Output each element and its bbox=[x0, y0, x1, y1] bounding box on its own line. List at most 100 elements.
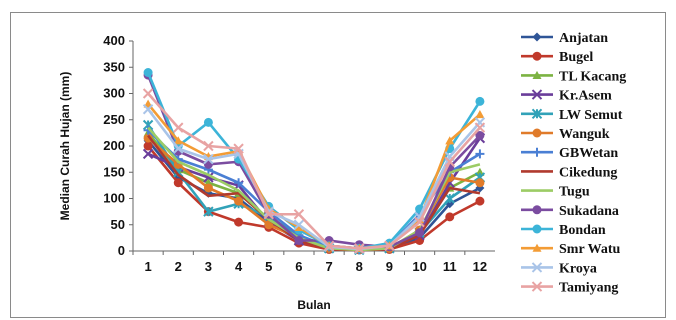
data-point bbox=[173, 122, 184, 133]
series-cikedung bbox=[147, 134, 481, 252]
legend-marker bbox=[532, 51, 542, 61]
legend-marker bbox=[531, 108, 543, 120]
legend-entry: Tamiyang bbox=[521, 281, 618, 296]
legend-label: Anjatan bbox=[559, 31, 608, 46]
data-point bbox=[143, 68, 153, 77]
legend-label: Bugel bbox=[559, 50, 593, 65]
legend-marker bbox=[532, 243, 542, 252]
data-point bbox=[414, 216, 425, 228]
data-point bbox=[293, 209, 305, 220]
legend-marker bbox=[531, 281, 543, 292]
x-tick-label: 4 bbox=[235, 259, 243, 274]
y-tick-label: 0 bbox=[118, 243, 125, 258]
data-point bbox=[475, 131, 485, 140]
legend-entry: Smr Watu bbox=[521, 242, 621, 257]
x-tick-label: 12 bbox=[473, 259, 487, 274]
legend-marker bbox=[531, 89, 543, 100]
data-point bbox=[384, 240, 395, 251]
legend-label: TL Kacang bbox=[559, 69, 626, 84]
legend-entry: GBWetan bbox=[521, 146, 618, 161]
data-point bbox=[143, 141, 153, 151]
chart-frame: 0 50 100 150 200 250 300 350 400 1 2 3 4 5 6 7 8 9 10 11 12 B… bbox=[10, 12, 666, 318]
y-tick-label: 150 bbox=[103, 164, 125, 179]
legend-entry: Bugel bbox=[521, 50, 593, 65]
x-tick-label: 7 bbox=[325, 259, 332, 274]
legend-marker bbox=[532, 205, 542, 215]
y-tick-label: 350 bbox=[103, 59, 125, 74]
data-point bbox=[475, 178, 485, 188]
data-point bbox=[293, 219, 305, 230]
y-tick-label: 300 bbox=[103, 86, 125, 101]
y-axis-title: Median Curah Hujan (mm) bbox=[58, 72, 72, 221]
series-tamiyang bbox=[142, 88, 486, 254]
data-point bbox=[475, 110, 485, 119]
data-point bbox=[173, 136, 183, 145]
data-point bbox=[203, 183, 213, 193]
x-tick-label: 3 bbox=[205, 259, 212, 274]
data-point bbox=[234, 217, 244, 227]
x-tick-label: 10 bbox=[412, 259, 426, 274]
legend-entry: Kroya bbox=[521, 261, 597, 276]
data-point bbox=[142, 88, 154, 99]
data-point bbox=[233, 143, 244, 154]
data-point bbox=[234, 178, 244, 188]
data-point bbox=[203, 117, 213, 127]
series-line bbox=[147, 108, 481, 251]
data-point bbox=[354, 243, 365, 254]
data-point bbox=[445, 136, 455, 145]
data-point bbox=[173, 143, 184, 154]
x-axis-title: Bulan bbox=[297, 298, 330, 312]
legend-label: Tugu bbox=[559, 185, 590, 200]
legend-label: Kroya bbox=[559, 261, 597, 276]
legend-entry: Anjatan bbox=[521, 31, 608, 46]
x-tick-label: 5 bbox=[265, 259, 272, 274]
legend-marker bbox=[532, 128, 542, 138]
legend-entry: LW Semut bbox=[521, 108, 623, 123]
data-point bbox=[475, 149, 485, 159]
data-point bbox=[173, 178, 183, 188]
x-tick-label: 9 bbox=[386, 259, 393, 274]
x-tick-label: 8 bbox=[356, 259, 363, 274]
legend-entry: TL Kacang bbox=[521, 69, 626, 84]
series-bondan bbox=[143, 68, 485, 253]
legend-entry: Bondan bbox=[521, 223, 606, 238]
legend-label: Tamiyang bbox=[559, 281, 618, 296]
x-tick-label: 11 bbox=[443, 259, 457, 274]
y-tick-label: 250 bbox=[103, 112, 125, 127]
x-tick-label: 2 bbox=[175, 259, 182, 274]
series-line bbox=[147, 92, 481, 250]
legend-marker bbox=[532, 147, 542, 157]
data-point bbox=[475, 167, 485, 176]
x-tick-label: 1 bbox=[144, 259, 151, 274]
data-point bbox=[142, 148, 154, 160]
data-point bbox=[444, 193, 455, 204]
y-tick-label: 400 bbox=[103, 33, 125, 48]
legend-label: Smr Watu bbox=[559, 242, 621, 257]
legend-label: GBWetan bbox=[559, 146, 618, 161]
data-point bbox=[474, 122, 486, 133]
series-line bbox=[147, 134, 481, 252]
data-point bbox=[294, 236, 304, 245]
data-point bbox=[234, 196, 244, 206]
y-tick-label: 50 bbox=[111, 217, 125, 232]
series-line bbox=[146, 74, 481, 249]
legend: Anjatan Bugel TL Kacang Kr.Asem LW Semut Wang… bbox=[521, 31, 626, 296]
legend-entry: Kr.Asem bbox=[521, 89, 612, 104]
data-point bbox=[142, 104, 154, 115]
legend-label: Cikedung bbox=[559, 165, 617, 180]
data-point bbox=[475, 96, 485, 106]
data-point bbox=[323, 240, 335, 251]
legend-label: Bondan bbox=[559, 223, 606, 238]
legend-label: Kr.Asem bbox=[559, 89, 612, 104]
data-point bbox=[445, 212, 455, 222]
data-point bbox=[203, 206, 214, 217]
data-point bbox=[203, 140, 214, 152]
data-point bbox=[294, 222, 304, 231]
legend-label: Sukadana bbox=[559, 204, 619, 219]
data-point bbox=[203, 153, 214, 165]
legend-entry: Sukadana bbox=[521, 204, 619, 219]
legend-marker bbox=[532, 32, 542, 42]
legend-entry: Wanguk bbox=[521, 127, 610, 142]
legend-label: LW Semut bbox=[559, 108, 623, 123]
